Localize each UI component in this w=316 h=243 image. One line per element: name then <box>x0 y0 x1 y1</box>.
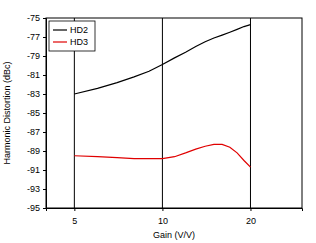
y-tick: -83 <box>27 89 46 99</box>
legend-box <box>49 21 95 51</box>
legend: HD2HD3 <box>49 21 95 51</box>
y-tick-label: -85 <box>27 108 40 118</box>
y-tick: -85 <box>27 108 46 118</box>
plot-frame <box>46 18 302 208</box>
y-tick-label: -91 <box>27 165 40 175</box>
legend-label: HD3 <box>70 37 88 47</box>
y-tick: -81 <box>27 70 46 80</box>
series-line <box>74 25 250 94</box>
y-axis-title: Harmonic Distortion (dBc) <box>2 61 12 164</box>
series-line <box>74 144 250 167</box>
legend-label: HD2 <box>70 25 88 35</box>
chart: 5 10 20 -95 -93 -91 -89 -87 -85 -83 -81 -79 -77 -75 HD… <box>0 0 316 243</box>
y-tick: -89 <box>27 146 46 156</box>
x-axis: 5 10 20 <box>47 208 303 226</box>
x-axis-line <box>47 209 303 212</box>
y-tick: -91 <box>27 165 46 175</box>
x-tick: 20 <box>246 208 256 226</box>
legend-swatch <box>53 41 67 42</box>
y-tick-label: -83 <box>27 89 40 99</box>
y-axis: -95 -93 -91 -89 -87 -85 -83 -81 -79 -77 -75 <box>27 13 47 213</box>
y-tick-label: -95 <box>27 203 40 213</box>
x-tick-label: 5 <box>72 216 77 226</box>
y-tick-label: -79 <box>27 51 40 61</box>
y-tick-label: -75 <box>27 13 40 23</box>
x-tick: 10 <box>158 208 168 226</box>
y-tick: -93 <box>27 184 46 194</box>
y-tick: -79 <box>27 51 46 61</box>
x-tick-label: 10 <box>158 216 168 226</box>
series-group <box>74 25 250 168</box>
y-tick: -87 <box>27 127 46 137</box>
y-tick-label: -81 <box>27 70 40 80</box>
x-tick-label: 20 <box>246 216 256 226</box>
grid-line-x <box>162 18 163 208</box>
grid <box>74 18 250 208</box>
y-tick-label: -89 <box>27 146 40 156</box>
x-tick: 5 <box>72 208 77 226</box>
x-axis-title: Gain (V/V) <box>153 230 195 240</box>
y-tick-label: -93 <box>27 184 40 194</box>
grid-line-x <box>250 18 251 208</box>
y-tick: -77 <box>27 32 46 42</box>
plot: 5 10 20 -95 -93 -91 -89 -87 -85 -83 -81 -79 -77 -75 HD… <box>27 13 303 226</box>
y-tick-label: -87 <box>27 127 40 137</box>
legend-swatch <box>53 29 67 30</box>
y-tick: -75 <box>27 13 46 23</box>
y-tick-label: -77 <box>27 32 40 42</box>
y-tick: -95 <box>27 203 46 213</box>
